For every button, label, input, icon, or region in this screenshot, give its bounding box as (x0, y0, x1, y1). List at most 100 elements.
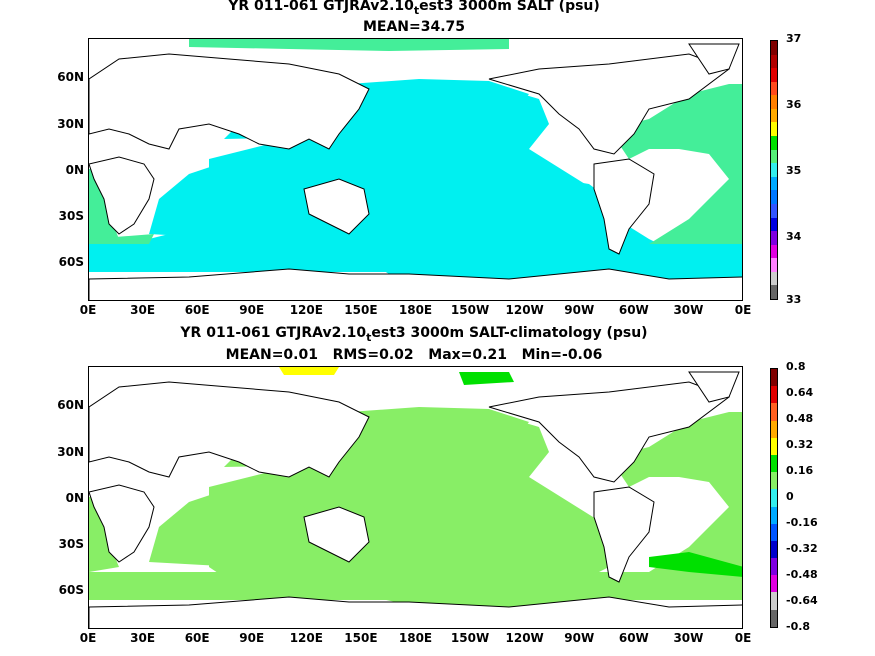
colorbar-segment (771, 271, 777, 286)
panel2-lon-label: 0E (79, 631, 97, 645)
panel2-colorbar-label: 0.16 (786, 464, 814, 477)
panel1-lon-label: 60E (184, 303, 210, 317)
colorbar-segment (771, 386, 777, 404)
colorbar-segment (771, 506, 777, 524)
panel1-south-atlantic-band (89, 234, 154, 244)
colorbar-segment (771, 540, 777, 559)
colorbar-segment (771, 454, 777, 473)
panel1-lon-label: 150W (450, 303, 490, 317)
panel1-south-america (593, 158, 655, 255)
panel1-arctic-strip (189, 39, 509, 51)
panel2-lat-label: 60N (57, 398, 84, 412)
panel1-lon-label: 90W (564, 303, 595, 317)
panel1-lon-label: 60W (618, 303, 649, 317)
panel1-lon-label: 30E (130, 303, 156, 317)
panel2-lon-label: 60W (618, 631, 649, 645)
panel1-southern-band (89, 244, 742, 272)
panel2-lon-label: 60E (184, 631, 210, 645)
panel2-lat-label: 60S (58, 583, 84, 597)
panel2-map-svg (89, 367, 742, 628)
colorbar-segment (771, 41, 777, 55)
panel2-lon-label: 90W (564, 631, 595, 645)
colorbar-segment (771, 54, 777, 69)
panel2-lon-label: 150E (344, 631, 378, 645)
panel1-lon-label: 90E (239, 303, 265, 317)
panel1-lat-label: 60S (58, 255, 84, 269)
panel2-colorbar-label: -0.32 (786, 542, 818, 555)
panel1-lat-label: 60N (57, 70, 84, 84)
panel2-lat-label: 30S (58, 537, 84, 551)
panel1-greenland (688, 43, 740, 75)
colorbar-segment (771, 558, 777, 576)
panel2-lon-label: 120E (289, 631, 323, 645)
colorbar-segment (771, 190, 777, 204)
panel2-north-america (488, 381, 731, 483)
panel1-lon-label: 120E (289, 303, 323, 317)
colorbar-segment (771, 489, 777, 507)
colorbar-segment (771, 244, 777, 259)
colorbar-segment (771, 81, 777, 96)
colorbar-segment (771, 472, 777, 490)
panel2-colorbar-label: 0.32 (786, 438, 814, 451)
panel2-colorbar-label: -0.8 (786, 620, 811, 633)
panel1-atlantic-ocean (609, 84, 742, 244)
panel2-lon-label: 180E (398, 631, 433, 645)
panel2-colorbar-label: 0.48 (786, 412, 814, 425)
panel1-lon-label: 180E (398, 303, 433, 317)
panel1-indian-ocean (149, 164, 319, 239)
panel1-title: YR 011-061 GTJRAv2.10test3 3000m SALT (p… (228, 0, 600, 17)
panel1-map-svg (89, 39, 742, 300)
colorbar-segment (771, 149, 777, 164)
panel2-colorbar-label: 0.64 (786, 386, 814, 399)
panel2-map (88, 366, 743, 629)
panel1-antarctica (89, 268, 742, 300)
panel2-africa (89, 484, 155, 563)
panel2-stats: MEAN=0.01 RMS=0.02 Max=0.21 Min=-0.06 (225, 347, 603, 363)
colorbar-segment (771, 122, 777, 137)
panel1-eurasia (89, 53, 370, 150)
colorbar-segment (771, 523, 777, 541)
panel2-colorbar-label: -0.48 (786, 568, 818, 581)
panel2-colorbar-label: -0.16 (786, 516, 818, 529)
panel1-lat-label: 0N (65, 163, 84, 177)
panel2-south-america (593, 486, 655, 583)
colorbar-segment (771, 258, 777, 272)
panel2-lon-label: 0E (734, 631, 752, 645)
panel2-colorbar-label: 0.8 (786, 360, 806, 373)
colorbar-segment (771, 163, 777, 177)
colorbar-segment (771, 176, 777, 191)
panel1-lat-label: 30N (57, 117, 84, 131)
panel2-colorbar (770, 368, 778, 628)
colorbar-segment (771, 592, 777, 610)
panel1-colorbar-label: 36 (786, 98, 802, 111)
colorbar-segment (771, 217, 777, 232)
panel2-greenland (688, 371, 740, 403)
panel1-lon-label: 150E (344, 303, 378, 317)
colorbar-segment (771, 136, 777, 150)
panel2-positive-anomaly (649, 552, 742, 577)
panel2-australia (303, 506, 370, 563)
panel2-eurasia (89, 381, 370, 478)
panel1-north-america (488, 53, 731, 155)
panel1-colorbar-label: 34 (786, 230, 802, 243)
panel2-lat-label: 0N (65, 491, 84, 505)
panel1-map (88, 38, 743, 301)
panel1-lon-label: 0E (734, 303, 752, 317)
panel2-atlantic-ocean (609, 412, 742, 572)
colorbar-segment (771, 609, 777, 627)
colorbar-segment (771, 231, 777, 245)
panel2-lon-label: 30W (673, 631, 704, 645)
panel1-colorbar-label: 33 (786, 293, 802, 306)
panel1-colorbar (770, 40, 778, 300)
panel1-africa (89, 156, 155, 235)
panel1-colorbar-label: 35 (786, 164, 802, 177)
colorbar-segment (771, 108, 777, 123)
colorbar-segment (771, 575, 777, 593)
panel2-arctic-yellow (279, 367, 339, 375)
panel1-colorbar-label: 37 (786, 32, 802, 45)
panel2-lon-label: 90E (239, 631, 265, 645)
panel2-antarctica (89, 596, 742, 628)
panel1-lon-label: 120W (505, 303, 544, 317)
colorbar-segment (771, 95, 777, 109)
panel1-australia (303, 178, 370, 235)
